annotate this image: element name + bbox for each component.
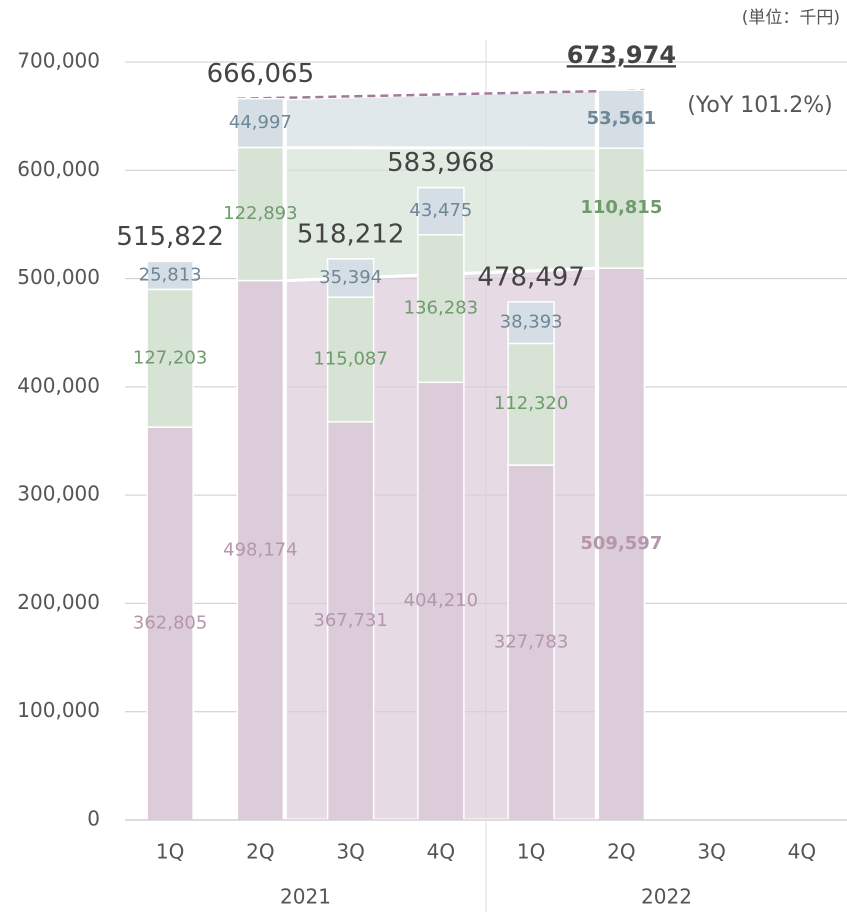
y-tick-label: 700,000 [17,49,100,73]
bar-segment [507,301,555,345]
total-label: 583,968 [387,148,495,178]
value-label: 362,805 [133,613,207,634]
value-label: 43,475 [409,200,472,221]
y-tick-label: 0 [87,807,100,831]
bar-segment [417,233,465,384]
value-label: 327,783 [494,632,568,653]
bar-segment [236,279,285,821]
total-label: 666,065 [207,59,315,89]
bar-segment [146,260,194,291]
value-label: 25,813 [139,264,202,285]
y-tick-label: 600,000 [17,157,100,181]
x-tick-label: 3Q [697,840,725,864]
bar-segment [326,296,375,423]
bar-segment [597,89,646,149]
x-tick-label: 2Q [246,840,274,864]
group-label: 2022 [641,885,692,909]
y-tick-label: 300,000 [17,482,100,506]
x-tick-label: 3Q [336,840,364,864]
annotation: (YoY 101.2%) [687,93,832,118]
value-label: 44,997 [229,112,292,133]
value-label: 110,815 [580,197,662,218]
x-tick-label: 4Q [788,840,816,864]
total-label: 518,212 [297,219,405,249]
value-label: 112,320 [494,393,568,414]
value-label: 367,731 [313,610,387,631]
value-label: 498,174 [223,539,297,560]
bar-segment [146,426,194,821]
value-label: 404,210 [404,590,478,611]
bar-segment [417,186,465,236]
bar-segment [236,146,285,282]
x-tick-label: 1Q [517,840,545,864]
x-tick-label: 2Q [607,840,635,864]
value-label: 127,203 [133,347,207,368]
y-tick-label: 200,000 [17,590,100,614]
value-label: 38,393 [500,312,563,333]
total-label: 478,497 [477,262,585,292]
group-label: 2021 [280,885,331,909]
total-label: 515,822 [116,222,224,252]
y-tick-label: 100,000 [17,698,100,722]
bar-segment [417,381,465,821]
value-label: 53,561 [587,108,656,129]
value-label: 509,597 [580,533,662,554]
unit-note: (単位：千円) [742,8,840,28]
value-label: 136,283 [404,298,478,319]
x-tick-label: 1Q [156,840,184,864]
bar-segment [597,147,646,269]
y-tick-label: 500,000 [17,265,100,289]
bar-segment [326,258,375,298]
x-tick-label: 4Q [427,840,455,864]
bar-segment [507,464,555,821]
bar-segment [236,97,285,149]
value-label: 115,087 [313,348,387,369]
yoy-area [283,88,598,150]
total-label: 673,974 [567,41,676,69]
yoy-line [237,88,645,100]
value-label: 122,893 [223,203,297,224]
value-label: 35,394 [319,267,382,288]
y-tick-label: 400,000 [17,373,100,397]
bar-segment [507,342,555,466]
bar-segment [146,288,194,428]
